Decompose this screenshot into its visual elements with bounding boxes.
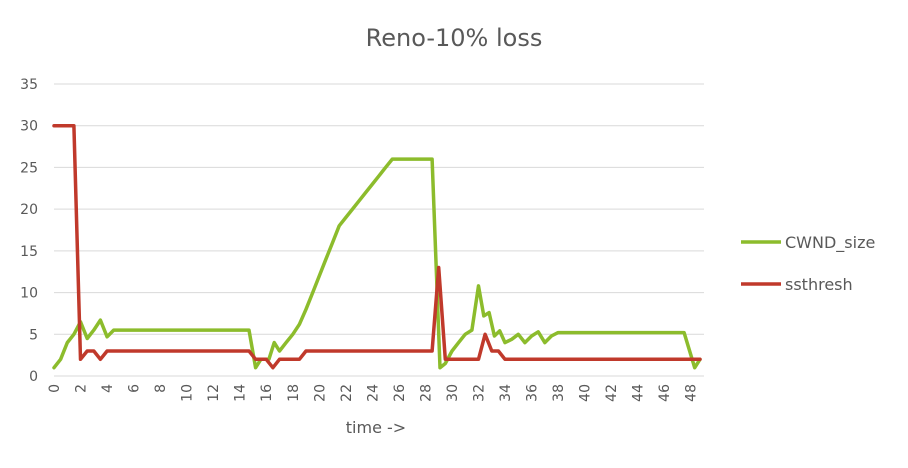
y-tick-label: 20 — [20, 202, 38, 218]
y-tick-label: 35 — [20, 77, 38, 93]
x-tick-label: 48 — [684, 384, 700, 402]
y-tick-label: 25 — [20, 160, 38, 176]
x-tick-label: 36 — [525, 384, 541, 402]
y-tick-label: 0 — [29, 369, 38, 385]
x-tick-label: 26 — [392, 384, 408, 402]
y-axis-ticks: 0 5 10 15 20 25 30 35 — [20, 77, 38, 385]
legend-label: CWND_size — [785, 233, 875, 253]
x-axis-label: time -> — [346, 418, 406, 437]
x-tick-label: 34 — [498, 384, 514, 402]
x-tick-label: 46 — [657, 384, 673, 402]
x-axis-ticks: 0 2 4 6 8 10 12 14 16 18 20 22 24 26 28 30 32 34 36 38 40 42 4… — [47, 384, 700, 402]
y-tick-label: 15 — [20, 244, 38, 260]
x-tick-label: 32 — [471, 384, 487, 402]
x-tick-label: 6 — [127, 384, 143, 393]
x-tick-label: 4 — [100, 384, 116, 393]
x-tick-label: 42 — [604, 384, 620, 402]
x-tick-label: 44 — [631, 384, 647, 402]
x-tick-label: 28 — [418, 384, 434, 402]
x-tick-label: 20 — [312, 384, 328, 402]
y-tick-label: 5 — [29, 327, 38, 343]
x-tick-label: 16 — [259, 384, 275, 402]
series-line-cwnd-size — [52, 157, 702, 370]
legend-label: ssthresh — [785, 275, 853, 294]
chart-title: Reno-10% loss — [366, 24, 543, 52]
y-tick-label: 30 — [20, 119, 38, 135]
y-tick-label: 10 — [20, 286, 38, 302]
x-tick-label: 8 — [153, 384, 169, 393]
series-line-ssthresh — [52, 123, 702, 370]
gridlines — [54, 83, 704, 377]
x-tick-label: 10 — [180, 384, 196, 402]
x-tick-label: 2 — [74, 384, 90, 393]
x-tick-label: 22 — [339, 384, 355, 402]
x-tick-label: 12 — [206, 384, 222, 402]
x-tick-label: 0 — [47, 384, 63, 393]
x-tick-label: 40 — [578, 384, 594, 402]
x-tick-label: 18 — [286, 384, 302, 402]
x-tick-label: 24 — [365, 384, 381, 402]
x-tick-label: 38 — [551, 384, 567, 402]
x-tick-label: 14 — [233, 384, 249, 402]
legend: CWND_size ssthresh — [741, 233, 875, 294]
x-tick-label: 30 — [445, 384, 461, 402]
series-lines — [52, 123, 702, 370]
